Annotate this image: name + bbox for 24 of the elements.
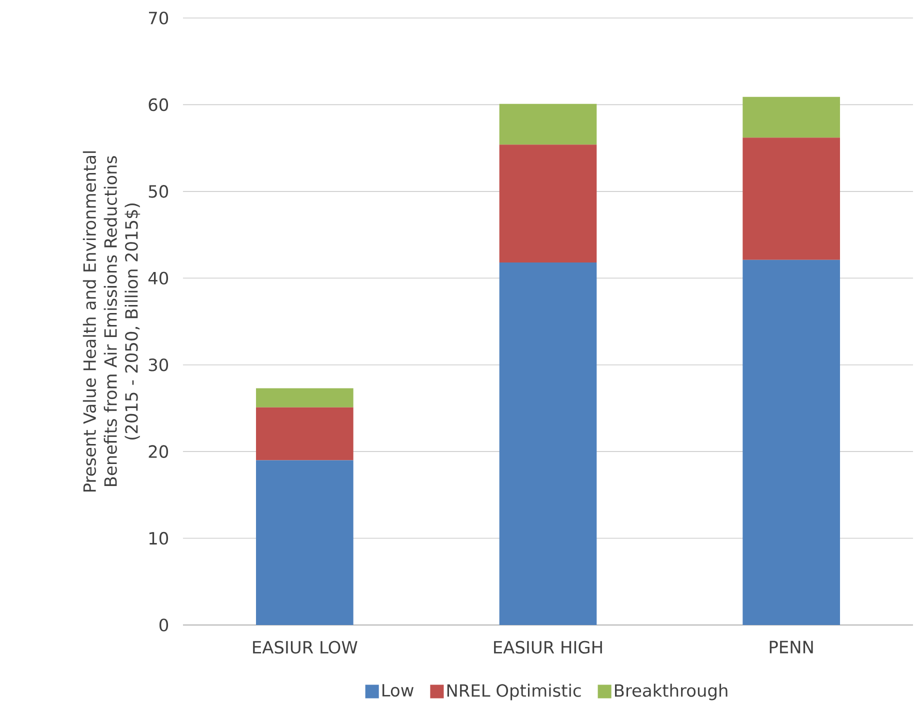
bar (256, 388, 354, 408)
y-tick-label: 60 (148, 98, 168, 112)
bar (499, 262, 597, 625)
y-tick-label: 10 (149, 532, 168, 545)
legend-label: Low (382, 684, 414, 697)
x-tick-label: EASIUR LOW (253, 640, 358, 654)
bar (742, 138, 840, 260)
legend-label: Breakthrough (614, 684, 728, 700)
legend-label: NREL Optimistic (447, 684, 581, 700)
y-axis-title: Present Value Health and Environmental Benefits from Air Emissions Reductions (2015 - 2050, Billion 2015$) (82, 151, 140, 492)
y-tick-label: 70 (148, 12, 168, 24)
bar (499, 144, 597, 263)
bar (742, 96, 840, 138)
x-tick-label: PENN (770, 640, 813, 654)
y-tick-label: 0 (159, 618, 168, 632)
y-tick-label: 50 (148, 185, 168, 198)
bar (256, 460, 354, 625)
y-tick-label: 30 (148, 358, 168, 372)
bar (499, 104, 597, 145)
bar (742, 260, 840, 625)
y-tick-label: 20 (148, 445, 168, 458)
x-tick-label: EASIUR HIGH (494, 640, 602, 654)
bar (256, 407, 354, 460)
y-tick-label: 40 (148, 272, 168, 285)
